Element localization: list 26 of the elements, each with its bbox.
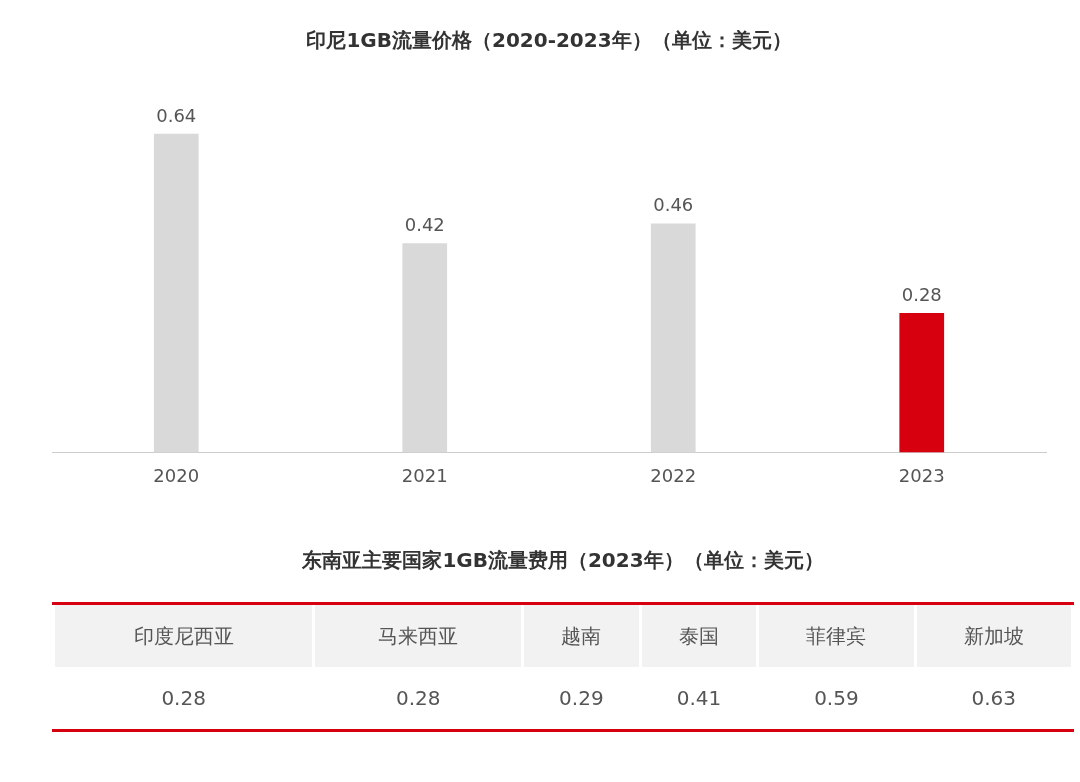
category-label: 越南 (524, 605, 639, 667)
data-label: 0.28 (160, 685, 207, 712)
bar (402, 243, 448, 453)
data-label: 0.28 (394, 685, 442, 712)
data-label: 0.41 (675, 685, 723, 712)
data-label: 0.63 (970, 685, 1018, 712)
bar (153, 133, 199, 453)
bar (650, 223, 696, 453)
category-label: 马来西亚 (315, 605, 522, 667)
x-tick-label: 2020 (153, 464, 200, 486)
data-label: 0.59 (813, 685, 860, 712)
data-label: 0.46 (653, 194, 694, 216)
category-label: 新加坡 (916, 605, 1071, 667)
category-label: 菲律宾 (759, 605, 914, 667)
x-tick-label: 2023 (898, 464, 945, 486)
data-label: 0.64 (156, 104, 197, 126)
x-tick-label: 2022 (650, 464, 697, 486)
text: 东南亚主要国家1GB流量费用（2023年）（单位：美元） (301, 547, 825, 574)
category-label: 印度尼西亚 (55, 605, 313, 667)
data-label: 0.42 (404, 214, 445, 236)
chart-title: 印尼1GB流量价格（2020-2023年）（单位：美元） (306, 28, 792, 53)
data-label: 0.28 (901, 283, 942, 305)
bar (899, 313, 945, 453)
category-label: 泰国 (641, 605, 757, 667)
x-tick-label: 2021 (401, 464, 448, 486)
data-label: 0.29 (558, 685, 605, 712)
